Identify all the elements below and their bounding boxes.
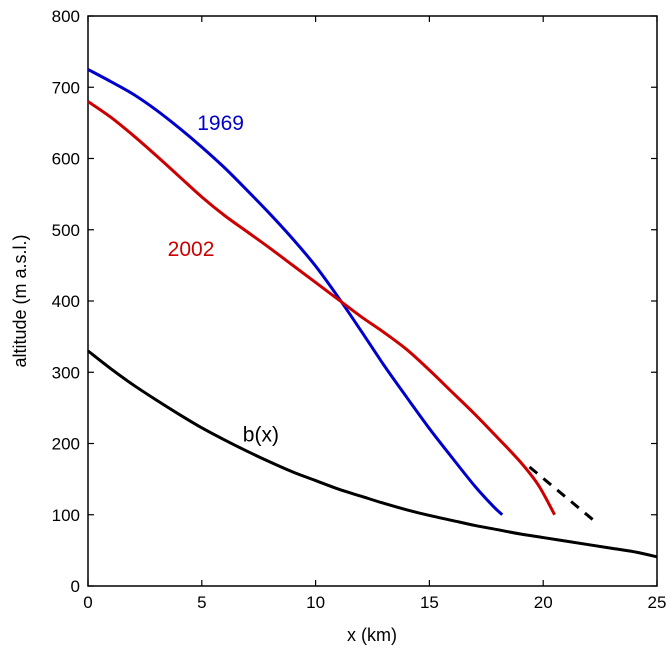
x-tick-label: 10: [306, 593, 325, 612]
y-axis-label: altitude (m a.s.l.): [10, 234, 30, 367]
plot-area: 0 5 10 15 20 25 0 100 200 300 400 500 600 700 800 1969…: [52, 7, 667, 612]
x-tick-label: 15: [420, 593, 439, 612]
series-line-b-x: [87, 349, 658, 559]
y-tick-label: 100: [52, 506, 80, 525]
x-tick-label: 20: [534, 593, 553, 612]
x-tick-label: 25: [648, 593, 667, 612]
curve-label-1969: 1969: [197, 112, 244, 135]
y-tick-label: 200: [52, 435, 80, 454]
y-tick-label: 600: [52, 150, 80, 169]
curve-label-b-x: b(x): [243, 423, 279, 446]
series-line-dashed-extension: [528, 465, 597, 524]
series-line-1969: [87, 68, 504, 516]
annotation-layer: 1969 2002 b(x): [168, 112, 279, 446]
x-tick-label: 5: [197, 593, 206, 612]
x-axis-label: x (km): [347, 625, 397, 645]
y-tick-label: 400: [52, 292, 80, 311]
series-line-2002: [87, 100, 556, 516]
y-tick-label: 300: [52, 363, 80, 382]
curve-label-2002: 2002: [168, 238, 215, 261]
y-tick-label: 500: [52, 221, 80, 240]
y-tick-label: 0: [71, 577, 80, 596]
axis-ticks: 0 5 10 15 20 25 0 100 200 300 400 500 600 700 800: [52, 7, 667, 612]
y-tick-label: 800: [52, 7, 80, 26]
y-tick-label: 700: [52, 78, 80, 97]
x-tick-label: 0: [83, 593, 92, 612]
series-layer: [87, 68, 658, 559]
